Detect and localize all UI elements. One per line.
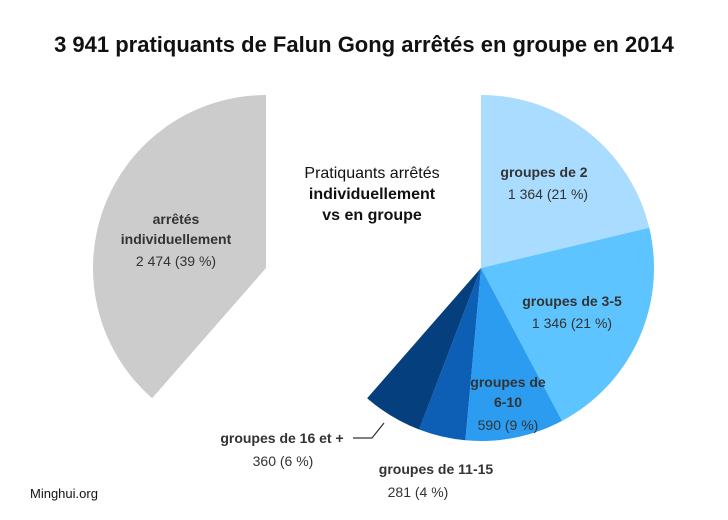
slice-value-groupes-16-plus: 360 (6 %): [253, 453, 314, 469]
left-pie-labels: arrêtés individuellement 2 474 (39 %): [121, 211, 232, 269]
slice-label-groupes-11-15: groupes de 11-15: [379, 461, 494, 477]
pie-slice-group-3: [465, 268, 562, 441]
slice-value-groupes-2: 1 364 (21 %): [508, 186, 588, 202]
center-label: Pratiquants arrêtés individuellement vs …: [304, 165, 439, 224]
slice-label-groupes-2: groupes de 2: [500, 164, 587, 180]
leader-line-groupes-16-plus: [353, 422, 385, 439]
slice-label-groupes-6-10-line-1: groupes de: [470, 374, 546, 390]
pie-slice-group-5: [367, 268, 481, 430]
slice-label-groupes-3-5: groupes de 3-5: [522, 293, 622, 309]
center-label-line-2: individuellement: [309, 186, 436, 203]
left-pie: [93, 95, 267, 399]
slice-label-individual-line-2: individuellement: [121, 231, 232, 247]
slice-label-individual-line-1: arrêtés: [153, 211, 200, 227]
pie-slice-group-1: [481, 95, 650, 268]
right-pie-labels: groupes de 2 1 364 (21 %) groupes de 3-5…: [220, 164, 622, 500]
center-label-line-3: vs en groupe: [322, 207, 422, 224]
right-pie: [367, 95, 654, 441]
slice-value-groupes-3-5: 1 346 (21 %): [532, 315, 612, 331]
pie-slice-group-4: [419, 268, 481, 441]
pie-slice-individual: [93, 95, 267, 399]
source-credit: Minghui.org: [30, 486, 98, 501]
pie-slice-group-2: [481, 227, 654, 421]
slice-value-groupes-11-15: 281 (4 %): [388, 484, 449, 500]
chart-title: 3 941 pratiquants de Falun Gong arrêtés …: [54, 32, 675, 57]
center-label-line-1: Pratiquants arrêtés: [304, 165, 439, 182]
slice-value-groupes-6-10: 590 (9 %): [478, 417, 539, 433]
slice-label-groupes-6-10-line-2: 6-10: [494, 394, 522, 410]
slice-value-individual: 2 474 (39 %): [136, 253, 216, 269]
slice-label-groupes-16-plus: groupes de 16 et +: [220, 430, 343, 446]
